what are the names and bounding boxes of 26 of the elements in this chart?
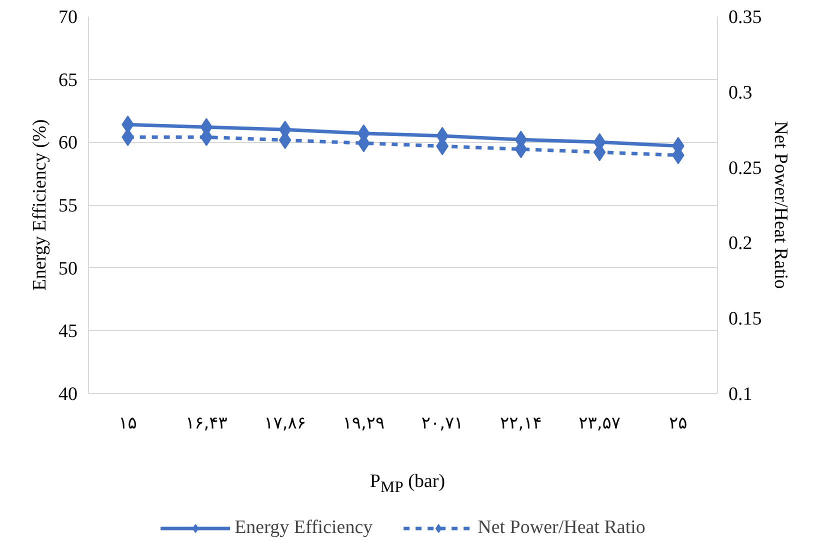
y-tick-label: 50 xyxy=(58,258,78,280)
y2-tick-label: 0.35 xyxy=(728,7,762,28)
y2-axis-title: Net Power/Heat Ratio xyxy=(770,121,791,289)
legend-label: Energy Efficiency xyxy=(234,517,373,539)
x-tick-label: ۲۵ xyxy=(669,414,688,434)
x-tick-label: ۱۷,۸۶ xyxy=(264,414,306,434)
y-tick-label: 60 xyxy=(58,132,78,154)
y-axis-title: Energy Efficiency (%) xyxy=(30,119,50,291)
y2-tick-label: 0.25 xyxy=(728,158,762,179)
y-tick-label: 70 xyxy=(58,7,78,28)
legend-label: Net Power/Heat Ratio xyxy=(478,517,646,539)
x-tick-label: ۲۳,۵۷ xyxy=(578,414,621,434)
y-tick-label: 65 xyxy=(58,70,78,91)
x-tick-label: ۱۹,۲۹ xyxy=(342,414,385,434)
y-tick-label: 40 xyxy=(58,384,78,405)
x-tick-label: ۱۶,۴۳ xyxy=(185,414,228,434)
y2-tick-label: 0.2 xyxy=(728,233,752,254)
x-tick-label: ۲۰,۷۱ xyxy=(421,414,464,434)
x-tick-label: ۲۲,۱۴ xyxy=(500,414,542,434)
x-axis-title: P$_{MP}$ (bar) xyxy=(368,470,446,498)
x-tick-label: ۱۵ xyxy=(118,414,137,434)
y-tick-label: 45 xyxy=(58,321,78,342)
y-tick-label: 55 xyxy=(58,196,78,216)
y2-tick-label: 0.1 xyxy=(728,384,752,405)
y2-tick-label: 0.15 xyxy=(728,308,762,330)
y2-tick-label: 0.3 xyxy=(728,82,752,104)
